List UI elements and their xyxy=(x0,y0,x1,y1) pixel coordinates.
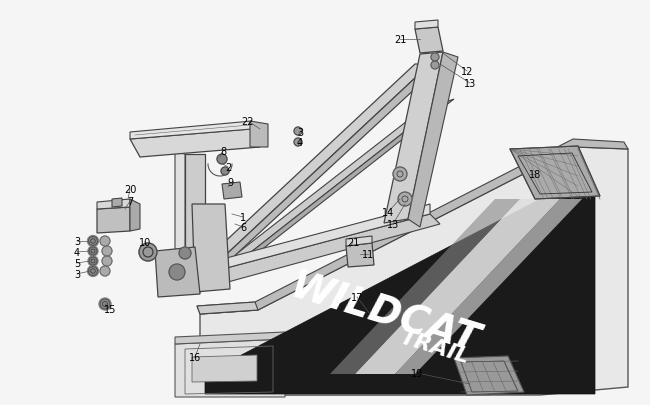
Text: 20: 20 xyxy=(124,185,136,194)
Text: 3: 3 xyxy=(297,128,303,138)
Text: 6: 6 xyxy=(240,222,246,232)
Polygon shape xyxy=(197,140,628,314)
Circle shape xyxy=(179,247,191,259)
Circle shape xyxy=(88,266,99,277)
Text: TRAIL: TRAIL xyxy=(398,327,473,367)
Polygon shape xyxy=(346,237,372,246)
Text: 7: 7 xyxy=(127,196,133,207)
Polygon shape xyxy=(155,247,200,297)
Circle shape xyxy=(431,54,439,62)
Polygon shape xyxy=(250,122,268,148)
Circle shape xyxy=(88,256,98,266)
Text: 4: 4 xyxy=(74,247,80,257)
Text: 19: 19 xyxy=(411,368,423,378)
Polygon shape xyxy=(130,200,140,231)
Text: 9: 9 xyxy=(227,177,233,188)
Polygon shape xyxy=(200,148,628,395)
Polygon shape xyxy=(97,200,130,209)
Circle shape xyxy=(294,128,302,136)
Text: 18: 18 xyxy=(529,170,541,179)
Polygon shape xyxy=(175,332,285,344)
Circle shape xyxy=(88,236,99,247)
Polygon shape xyxy=(185,205,430,279)
Text: 15: 15 xyxy=(104,304,116,314)
Polygon shape xyxy=(395,200,582,374)
Polygon shape xyxy=(97,207,130,233)
Text: 13: 13 xyxy=(464,79,476,89)
Text: 1: 1 xyxy=(240,213,246,222)
Polygon shape xyxy=(200,100,454,292)
Polygon shape xyxy=(384,53,443,224)
Text: 17: 17 xyxy=(351,292,363,302)
Polygon shape xyxy=(454,356,524,395)
Circle shape xyxy=(221,168,229,175)
Polygon shape xyxy=(408,53,458,228)
Circle shape xyxy=(398,192,412,207)
Polygon shape xyxy=(130,122,252,140)
Polygon shape xyxy=(510,147,600,200)
Polygon shape xyxy=(330,200,520,374)
Circle shape xyxy=(294,139,302,147)
Polygon shape xyxy=(205,194,595,394)
Polygon shape xyxy=(185,215,440,291)
Polygon shape xyxy=(130,130,260,158)
Text: 13: 13 xyxy=(387,220,399,230)
Polygon shape xyxy=(200,349,490,395)
Text: 4: 4 xyxy=(297,138,303,148)
Polygon shape xyxy=(346,243,374,267)
Text: 3: 3 xyxy=(74,269,80,279)
Circle shape xyxy=(139,243,157,261)
Polygon shape xyxy=(200,62,445,279)
Text: 5: 5 xyxy=(74,258,80,269)
Polygon shape xyxy=(175,339,285,397)
Text: 22: 22 xyxy=(242,117,254,127)
Circle shape xyxy=(431,62,439,70)
Circle shape xyxy=(393,168,407,181)
Polygon shape xyxy=(415,21,438,30)
Circle shape xyxy=(217,155,227,164)
Polygon shape xyxy=(192,205,230,292)
Text: 12: 12 xyxy=(461,67,473,77)
Text: 16: 16 xyxy=(189,352,201,362)
Polygon shape xyxy=(222,183,242,200)
Circle shape xyxy=(102,246,112,256)
Circle shape xyxy=(88,246,98,256)
Polygon shape xyxy=(185,105,440,294)
Text: 21: 21 xyxy=(347,237,359,247)
Text: 2: 2 xyxy=(225,162,231,173)
Polygon shape xyxy=(175,153,185,279)
Polygon shape xyxy=(185,65,430,279)
Text: 14: 14 xyxy=(382,207,394,217)
Polygon shape xyxy=(112,198,122,207)
Polygon shape xyxy=(415,28,443,54)
Circle shape xyxy=(102,256,112,266)
Text: 11: 11 xyxy=(362,249,374,259)
Text: 8: 8 xyxy=(220,147,226,157)
Circle shape xyxy=(100,237,110,246)
Polygon shape xyxy=(192,355,257,382)
Polygon shape xyxy=(197,302,258,314)
Polygon shape xyxy=(200,357,490,395)
Polygon shape xyxy=(355,200,560,374)
Circle shape xyxy=(99,298,111,310)
Text: 3: 3 xyxy=(74,237,80,246)
Text: WILDCAT: WILDCAT xyxy=(286,268,484,361)
Polygon shape xyxy=(185,155,205,279)
Circle shape xyxy=(169,264,185,280)
Text: 21: 21 xyxy=(394,35,406,45)
Text: 10: 10 xyxy=(139,237,151,247)
Circle shape xyxy=(100,266,110,276)
